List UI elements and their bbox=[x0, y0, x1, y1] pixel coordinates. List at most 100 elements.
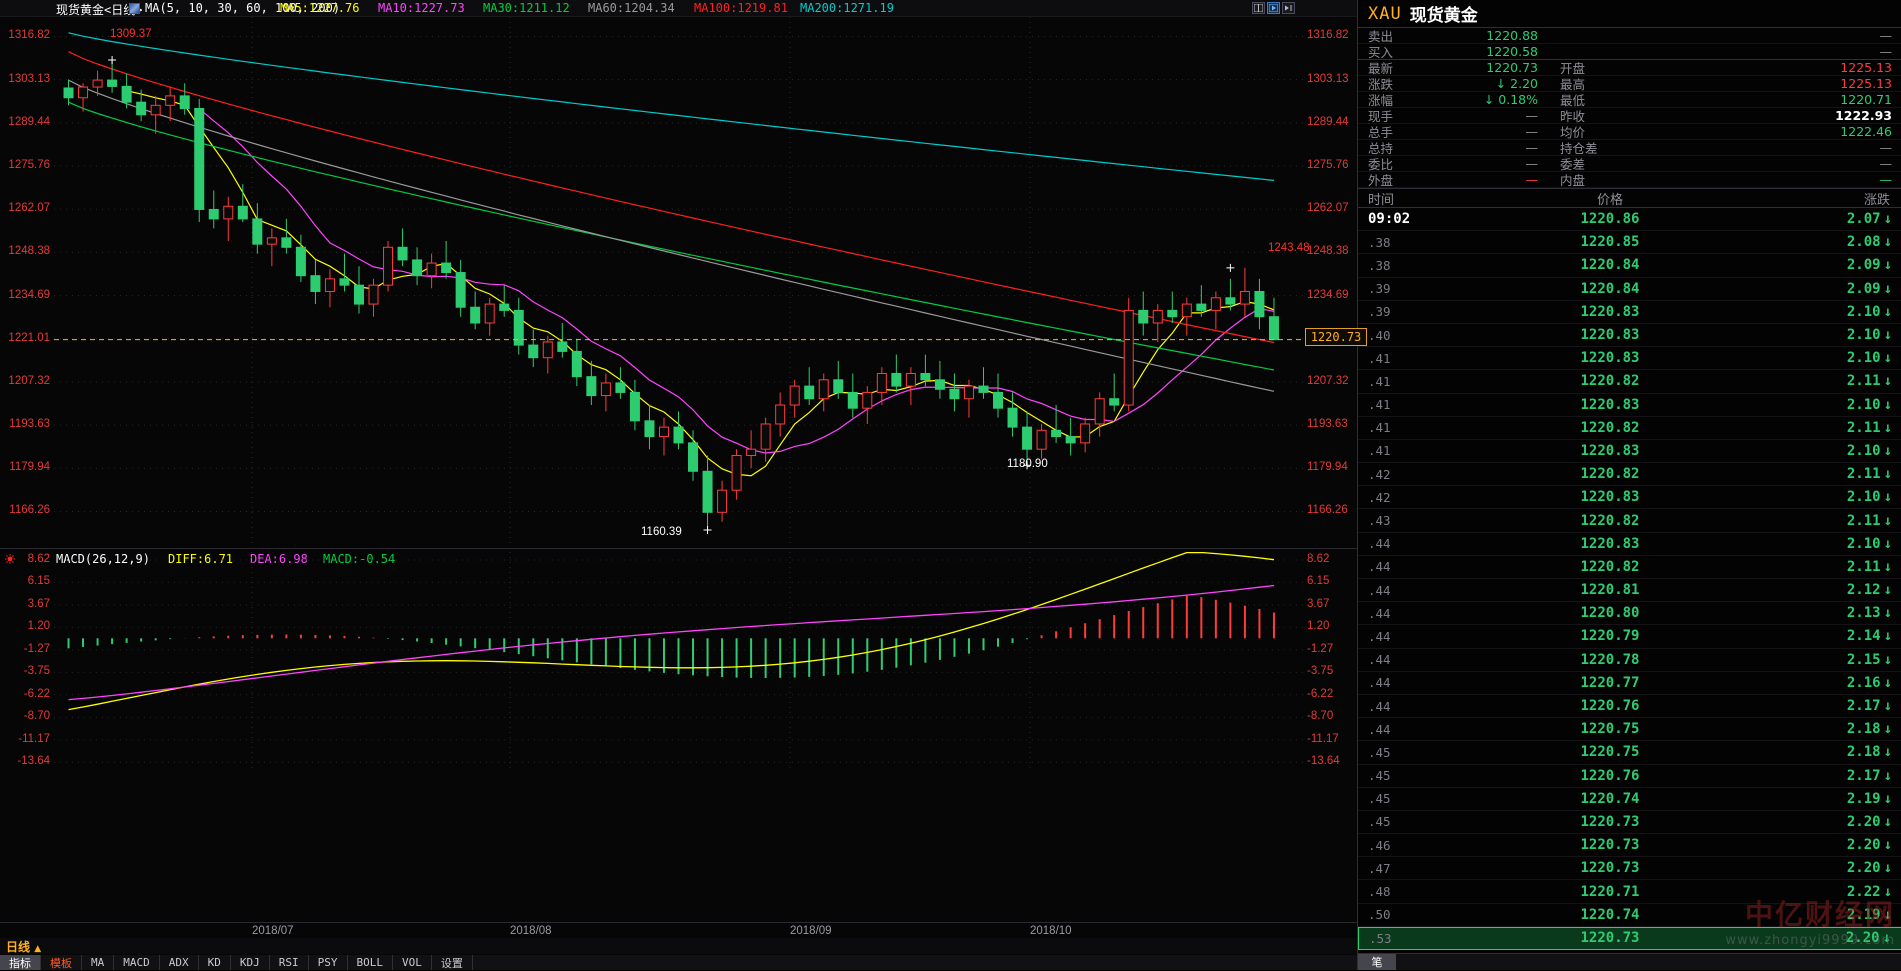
tick-row[interactable]: .44 1220.82 2.11 ↓ bbox=[1358, 556, 1901, 579]
quote-value: 1220.88 bbox=[1486, 28, 1538, 43]
toolbar-kd-button[interactable]: KD bbox=[199, 955, 231, 970]
tick-row[interactable]: .41 1220.83 2.10 ↓ bbox=[1358, 440, 1901, 464]
price-tick: 1166.26 bbox=[9, 504, 50, 517]
period-selector[interactable]: 日线 ▲ bbox=[6, 938, 41, 955]
toolbar-指标-button[interactable]: 指标 bbox=[0, 955, 41, 970]
price-tick: 1262.07 bbox=[1307, 202, 1349, 215]
quote-label2: 最低 bbox=[1560, 93, 1586, 108]
tick-row[interactable]: .41 1220.82 2.11 ↓ bbox=[1358, 417, 1901, 440]
tick-change: 2.10 ↓ bbox=[1846, 442, 1892, 459]
tick-change: 2.18 ↓ bbox=[1846, 744, 1892, 761]
quote-label: 买入 bbox=[1368, 45, 1394, 60]
annotation-high-left: 1309.37 bbox=[110, 28, 152, 40]
toolbar-rsi-button[interactable]: RSI bbox=[270, 955, 309, 970]
macd-title-bar: MACD(26,12,9) DIFF:6.71 DEA:6.98 MACD:-0… bbox=[0, 551, 1357, 567]
tick-change: 2.19 ↓ bbox=[1846, 790, 1892, 807]
tick-price: 1220.73 bbox=[1580, 813, 1640, 830]
tick-row[interactable]: .47 1220.73 2.20 ↓ bbox=[1358, 857, 1901, 881]
quote-label: 现手 bbox=[1368, 109, 1394, 124]
collapse-panel-icon[interactable] bbox=[1282, 2, 1295, 14]
toolbar-ma-button[interactable]: MA bbox=[82, 955, 115, 970]
tick-price: 1220.75 bbox=[1580, 721, 1640, 738]
tick-row[interactable]: 09:02 1220.86 2.07 ↓ bbox=[1358, 208, 1901, 232]
toolbar-设置-button[interactable]: 设置 bbox=[432, 955, 473, 970]
quote-row: 总持 — 持仓差 — bbox=[1358, 140, 1901, 156]
tick-row[interactable]: .44 1220.76 2.17 ↓ bbox=[1358, 695, 1901, 719]
tick-row[interactable]: .41 1220.83 2.10 ↓ bbox=[1358, 394, 1901, 417]
tick-row[interactable]: .40 1220.83 2.10 ↓ bbox=[1358, 324, 1901, 348]
tick-row[interactable]: .45 1220.74 2.19 ↓ bbox=[1358, 788, 1901, 811]
annotation-high-right: 1243.48 bbox=[1268, 242, 1310, 254]
tick-row[interactable]: .45 1220.76 2.17 ↓ bbox=[1358, 765, 1901, 788]
tick-mode-button[interactable]: 笔 bbox=[1358, 954, 1396, 970]
annotation-low-right: 1180.90 bbox=[1007, 458, 1048, 470]
layout-grid-icon[interactable] bbox=[1252, 2, 1265, 14]
date-tick: 2018/07 bbox=[252, 925, 294, 937]
candlestick-plot[interactable] bbox=[54, 17, 1303, 547]
tick-row[interactable]: .46 1220.73 2.20 ↓ bbox=[1358, 834, 1901, 858]
quote-value: ↓ 2.20 bbox=[1495, 76, 1538, 91]
tick-col-price: 价格 bbox=[1596, 192, 1623, 208]
tick-row[interactable]: .45 1220.73 2.20 ↓ bbox=[1358, 811, 1901, 835]
macd-axis-left: 8.62 6.15 3.67 1.20 -1.27 -3.75 -6.22 -8.70 -11.… bbox=[0, 552, 54, 770]
indicator-toolbar[interactable]: 指标 模板 MA MACD ADX KD KDJ RSI PSY BOLL VOL 设置 bbox=[0, 955, 1357, 970]
tick-row[interactable]: .44 1220.79 2.14 ↓ bbox=[1358, 625, 1901, 649]
tick-change: 2.17 ↓ bbox=[1846, 698, 1892, 715]
ma5-value: MA5:1227.76 bbox=[280, 1, 360, 15]
price-tick: 1289.44 bbox=[1307, 115, 1349, 128]
price-tick: 1275.76 bbox=[8, 159, 50, 172]
price-tick: 1207.32 bbox=[8, 374, 50, 387]
tick-row[interactable]: .48 1220.71 2.22 ↓ bbox=[1358, 880, 1901, 904]
tick-time: .41 bbox=[1368, 443, 1391, 459]
toolbar-模板-button[interactable]: 模板 bbox=[41, 955, 82, 970]
macd-plot[interactable] bbox=[54, 552, 1303, 770]
toolbar-boll-button[interactable]: BOLL bbox=[348, 955, 393, 970]
tick-price: 1220.78 bbox=[1580, 651, 1640, 668]
tick-row[interactable]: .44 1220.75 2.18 ↓ bbox=[1358, 718, 1901, 742]
tick-time: .50 bbox=[1368, 907, 1391, 923]
tick-row[interactable]: .39 1220.84 2.09 ↓ bbox=[1358, 278, 1901, 301]
tick-price: 1220.73 bbox=[1580, 837, 1640, 854]
macd-tick: -13.64 bbox=[1307, 755, 1340, 768]
date-axis: 2018/07 2018/08 2018/09 2018/10 bbox=[0, 923, 1357, 940]
tick-row[interactable]: .53 1220.73 2.20 ↓ bbox=[1358, 926, 1901, 950]
tick-row[interactable]: .44 1220.81 2.12 ↓ bbox=[1358, 579, 1901, 603]
tick-row[interactable]: .41 1220.82 2.11 ↓ bbox=[1358, 370, 1901, 394]
tick-row[interactable]: .45 1220.75 2.18 ↓ bbox=[1358, 741, 1901, 765]
tick-price: 1220.83 bbox=[1580, 327, 1640, 344]
quote-header: XAU 现货黄金 bbox=[1358, 0, 1901, 28]
tick-time: .45 bbox=[1368, 744, 1391, 760]
tick-time: .41 bbox=[1368, 350, 1391, 366]
tick-row[interactable]: .43 1220.82 2.11 ↓ bbox=[1358, 509, 1901, 533]
quote-value: ↓ 0.18% bbox=[1483, 92, 1538, 107]
tick-row[interactable]: .38 1220.84 2.09 ↓ bbox=[1358, 254, 1901, 278]
toolbar-psy-button[interactable]: PSY bbox=[309, 955, 348, 970]
toolbar-kdj-button[interactable]: KDJ bbox=[231, 955, 270, 970]
tick-row[interactable]: .44 1220.83 2.10 ↓ bbox=[1358, 533, 1901, 556]
tick-row[interactable]: .44 1220.78 2.15 ↓ bbox=[1358, 649, 1901, 672]
date-tick: 2018/08 bbox=[510, 925, 552, 937]
tick-row[interactable]: .38 1220.85 2.08 ↓ bbox=[1358, 231, 1901, 255]
toolbar-adx-button[interactable]: ADX bbox=[160, 955, 199, 970]
quote-label2: 最高 bbox=[1560, 77, 1586, 92]
tick-list[interactable]: 09:02 1220.86 2.07 ↓ .38 1220.85 2.08 ↓ .38 1220.… bbox=[1358, 208, 1901, 950]
tick-time: .38 bbox=[1368, 257, 1391, 273]
tick-row[interactable]: .39 1220.83 2.10 ↓ bbox=[1358, 301, 1901, 324]
tick-row[interactable]: .42 1220.82 2.11 ↓ bbox=[1358, 463, 1901, 487]
tick-row[interactable]: .44 1220.80 2.13 ↓ bbox=[1358, 602, 1901, 626]
tick-row[interactable]: .42 1220.83 2.10 ↓ bbox=[1358, 486, 1901, 510]
tick-time: .44 bbox=[1368, 652, 1391, 668]
tick-time: .44 bbox=[1368, 605, 1391, 621]
indicator-settings-icon[interactable] bbox=[5, 554, 15, 564]
chart-type-icon[interactable] bbox=[129, 3, 140, 14]
tick-row[interactable]: .44 1220.77 2.16 ↓ bbox=[1358, 672, 1901, 695]
tick-row[interactable]: .41 1220.83 2.10 ↓ bbox=[1358, 347, 1901, 371]
layout-split-icon[interactable] bbox=[1267, 2, 1280, 14]
macd-tick: -11.17 bbox=[18, 732, 50, 745]
tick-time: .45 bbox=[1368, 768, 1391, 784]
tick-change: 2.09 ↓ bbox=[1846, 257, 1892, 274]
toolbar-macd-button[interactable]: MACD bbox=[114, 955, 160, 970]
tick-row[interactable]: .50 1220.74 2.19 ↓ bbox=[1358, 904, 1901, 927]
toolbar-vol-button[interactable]: VOL bbox=[393, 955, 432, 970]
tick-time: .39 bbox=[1368, 304, 1391, 320]
